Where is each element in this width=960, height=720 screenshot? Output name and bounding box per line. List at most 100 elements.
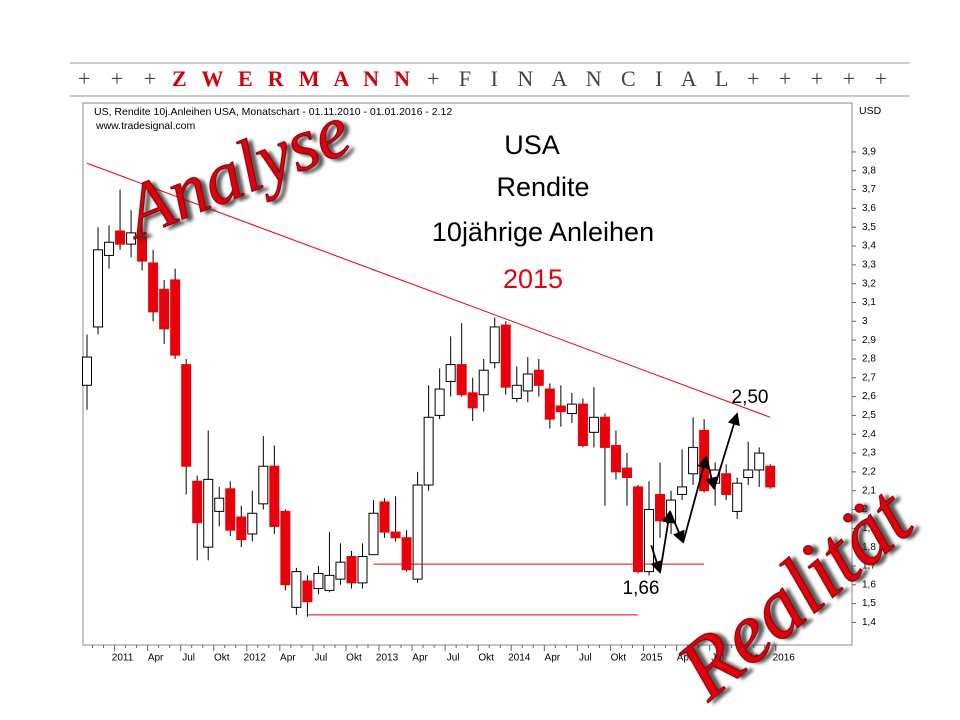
x-tick-label: Jul [579, 653, 592, 664]
y-tick-label: 2,7 [862, 372, 876, 383]
candle-body [82, 356, 92, 386]
x-tick-label: 2016 [773, 653, 796, 664]
y-tick-label: 3,6 [862, 203, 876, 214]
trend-line [86, 162, 771, 418]
y-tick-label: 3 [862, 316, 868, 327]
candle-body [732, 482, 743, 512]
arrow [682, 455, 710, 543]
arrow [659, 510, 675, 573]
y-tick-label: 2,1 [862, 485, 876, 496]
y-tick-label: 2,5 [862, 410, 876, 421]
candle-body [324, 574, 335, 591]
header-brand: Z W E R M A N N [172, 66, 410, 91]
marks [82, 162, 776, 617]
candle-body [357, 556, 368, 584]
candle-body [302, 580, 313, 603]
title-line: USA [504, 130, 560, 160]
y-tick-label: 2 [862, 504, 868, 515]
candle-body [214, 497, 225, 512]
x-tick-label: Apr [677, 653, 693, 664]
x-tick-label: Apr [148, 653, 164, 664]
y-tick-label: 3,4 [862, 241, 876, 252]
candle-body [93, 249, 104, 328]
arrow [669, 511, 685, 544]
ticks: 1,4 1,5 1,6 1,7 1,8 1,9 2 2,1 2,2 2,3 2,4 2,5 2,6 2,7… [92, 147, 876, 664]
candle-body [126, 232, 137, 245]
x-tick-label: Jul [711, 653, 724, 664]
candle-body [225, 488, 236, 531]
candle-body [313, 572, 324, 590]
candle-body [346, 556, 357, 584]
candle-body [511, 384, 522, 399]
candle-body [688, 446, 699, 475]
candle-body [677, 486, 688, 495]
candle-body [192, 480, 203, 524]
y-tick-label: 2,8 [862, 354, 876, 365]
candle-body [599, 416, 610, 448]
candle-body [743, 469, 754, 479]
y-tick-label: 1,8 [862, 542, 876, 553]
y-tick-label: 1,9 [862, 523, 876, 534]
candle-body [467, 392, 478, 409]
candle-body [621, 467, 632, 479]
candle-body [489, 326, 500, 364]
y-tick-label: 3,7 [862, 184, 876, 195]
x-tick-label: Jul [447, 653, 460, 664]
source: www.tradesignal.com [95, 120, 195, 132]
x-tick-label: 2013 [376, 653, 399, 664]
candle-body [533, 369, 544, 386]
candle-body [577, 403, 588, 447]
candle-body [423, 416, 434, 486]
candle-body [170, 279, 181, 356]
annotation: 2,50 [732, 387, 769, 408]
candle-body [368, 512, 379, 556]
candle-body [181, 364, 192, 467]
candle-body [544, 388, 555, 420]
candle-body [379, 501, 390, 533]
x-tick-label: Okt [611, 653, 627, 664]
candle-body [445, 364, 456, 383]
x-tick-label: Apr [412, 653, 428, 664]
y-tick-label: 2,9 [862, 335, 876, 346]
x-tick-label: Apr [280, 653, 296, 664]
x-tick-label: 2014 [508, 653, 531, 664]
annotation: 1,66 [623, 578, 660, 599]
candle-body [291, 571, 302, 608]
candle-body [412, 484, 423, 580]
candle-body [236, 516, 247, 541]
y-tick-label: 1,5 [862, 598, 876, 609]
y-tick-label: 2,4 [862, 429, 876, 440]
candle-body [721, 473, 732, 495]
candle-body [401, 537, 412, 571]
header-rest: + F I N A N C I A L + + + + + [427, 66, 887, 91]
candle-body [203, 478, 214, 548]
candle-body [247, 512, 258, 535]
candle-body [478, 369, 489, 396]
y-tick-label: 3,2 [862, 278, 876, 289]
candle-body [633, 486, 643, 573]
candle-body [258, 465, 269, 505]
y-tick-label: 2,3 [862, 448, 876, 459]
candle-body [137, 236, 148, 262]
candle-body [269, 465, 280, 527]
candle-body [456, 364, 467, 396]
candle-body [588, 416, 599, 433]
candle-body [390, 531, 401, 539]
x-tick-label: Okt [346, 653, 362, 664]
x-tick-label: Jul [182, 653, 195, 664]
candle-body [104, 241, 115, 256]
candle-body [115, 230, 126, 245]
candle-body [500, 324, 511, 388]
info-line: US, Rendite 10j.Anleihen USA, Monatschar… [94, 106, 452, 118]
x-tick-label: 2011 [112, 653, 134, 664]
y-tick-label: 1,6 [862, 579, 876, 590]
candle-body [148, 262, 159, 313]
x-tick-label: 2015 [640, 653, 663, 664]
candle-body [566, 403, 577, 415]
title-line: 10jährige Anleihen [432, 217, 654, 247]
title-line: Rendite [496, 172, 589, 202]
header-plus: + + + [78, 66, 156, 91]
x-tick-label: 2012 [244, 653, 267, 664]
candle-body [522, 373, 533, 392]
